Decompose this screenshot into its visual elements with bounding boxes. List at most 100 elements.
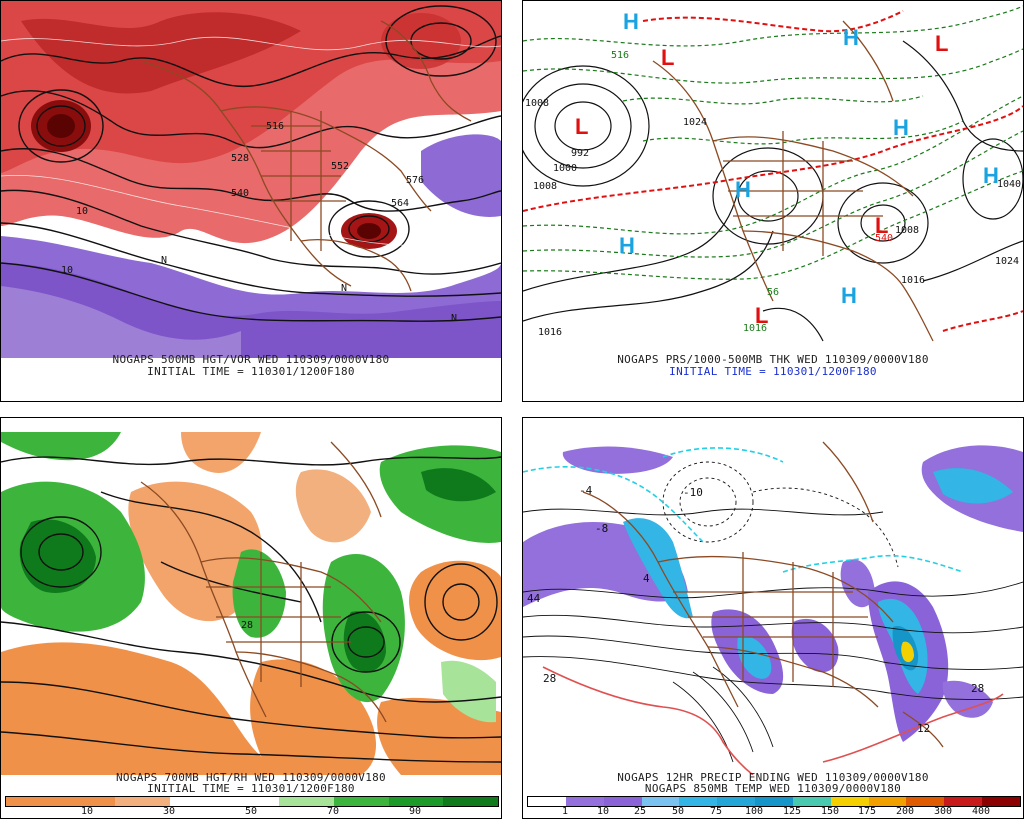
colorbar-swatch xyxy=(906,797,945,806)
colorbar-tick: 200 xyxy=(895,806,915,817)
temp-label: 28 xyxy=(971,682,984,695)
panel-700mb-hgt-rh: 28 NOGAPS 700MB HGT/RH WED 110309/0000V1… xyxy=(0,417,502,819)
panel-title: NOGAPS PRS/1000-500MB THK WED 110309/000… xyxy=(617,353,929,366)
colorbar-tick: 100 xyxy=(744,806,764,817)
isobar-label: 1008 xyxy=(533,181,557,192)
colorbar-swatch xyxy=(170,797,225,806)
panel-title: NOGAPS 700MB HGT/RH WED 110309/0000V180 xyxy=(116,771,386,784)
contour-label: 10 xyxy=(61,265,73,276)
isobar-label: 1024 xyxy=(683,117,707,128)
colorbar-tick: 1 xyxy=(561,806,569,817)
contour-label: 10 xyxy=(76,206,88,217)
vorticity-min-label: N xyxy=(161,255,167,266)
colorbar-swatch xyxy=(388,797,444,806)
contour-label: 552 xyxy=(331,161,349,172)
temp-label: -10 xyxy=(683,486,703,499)
vorticity-min-label: N xyxy=(451,313,457,324)
isobar-label: 1008 xyxy=(895,225,919,236)
panel-title: NOGAPS 12HR PRECIP ENDING WED 110309/000… xyxy=(617,771,929,784)
panel-500mb-hgt-vor: 552 540 528 564 516 10 10 N N N 576 NOGA… xyxy=(0,0,502,402)
colorbar-tick: 150 xyxy=(820,806,840,817)
low-pressure-symbol: L xyxy=(935,31,948,56)
colorbar-tick: 400 xyxy=(971,806,991,817)
high-pressure-symbol: H xyxy=(735,177,751,202)
colorbar-swatch xyxy=(792,797,831,806)
colorbar-swatch xyxy=(830,797,869,806)
panel-prs-thk: L L L L L H H H H H H H 992 1000 1008 10… xyxy=(522,0,1024,402)
isobar-label: 1000 xyxy=(553,163,577,174)
isobar-label: 1040 xyxy=(997,179,1021,190)
colorbar-tick: 125 xyxy=(782,806,802,817)
temp-label: 4 xyxy=(643,572,650,585)
colorbar-swatch xyxy=(679,797,718,806)
colorbar-tick: 30 xyxy=(162,806,176,817)
colorbar-swatch xyxy=(868,797,907,806)
contour-label: 516 xyxy=(266,121,284,132)
colorbar-tick: 25 xyxy=(633,806,647,817)
panel-init-time: INITIAL TIME = 110301/1200F180 xyxy=(147,365,355,378)
panel-title: NOGAPS 500MB HGT/VOR WED 110309/0000V180 xyxy=(112,353,390,366)
precip-colorbar xyxy=(527,796,1021,807)
contour-label: 528 xyxy=(231,153,249,164)
colorbar-tick: 75 xyxy=(709,806,723,817)
rh-colorbar xyxy=(5,796,499,807)
isobar-label: 1016 xyxy=(743,323,767,334)
contour-label: 540 xyxy=(231,188,249,199)
isobar-label: 1008 xyxy=(525,98,549,109)
colorbar-swatch xyxy=(6,797,61,806)
colorbar-swatch xyxy=(755,797,793,806)
panel-init-time: INITIAL TIME = 110301/1200F180 xyxy=(147,782,355,795)
colorbar-tick: 50 xyxy=(671,806,685,817)
vorticity-min-label: N xyxy=(341,283,347,294)
low-pressure-symbol: L xyxy=(755,303,768,328)
isobar-label: 992 xyxy=(571,148,589,159)
colorbar-tick: 300 xyxy=(933,806,953,817)
colorbar-swatch xyxy=(982,797,1020,806)
panel-precip-850temp: 28 44 12 -10 -4 -8 4 28 NOGAPS 12HR PREC… xyxy=(522,417,1024,819)
colorbar-swatch xyxy=(944,797,983,806)
colorbar-swatch xyxy=(641,797,680,806)
thickness-label: 540 xyxy=(875,233,893,244)
colorbar-swatch xyxy=(528,797,566,806)
map-pressure-thickness: L L L L L H H H H H H H 992 1000 1008 10… xyxy=(523,1,1023,358)
colorbar-swatch xyxy=(279,797,335,806)
high-pressure-symbol: H xyxy=(983,163,999,188)
high-pressure-symbol: H xyxy=(843,25,859,50)
colorbar-swatch xyxy=(224,797,280,806)
high-pressure-symbol: H xyxy=(893,115,909,140)
isobar-label: 1024 xyxy=(995,256,1019,267)
colorbar-swatch xyxy=(603,797,642,806)
colorbar-tick: 50 xyxy=(244,806,258,817)
isobar-label: 1016 xyxy=(538,327,562,338)
panel-subtitle: NOGAPS 850MB TEMP WED 110309/0000V180 xyxy=(644,782,902,795)
map-500mb-vorticity: 552 540 528 564 516 10 10 N N N 576 xyxy=(1,1,501,358)
map-precip-850mb-temp: 28 44 12 -10 -4 -8 4 28 xyxy=(523,432,1023,775)
contour-label: 28 xyxy=(241,620,253,631)
temp-label: -8 xyxy=(595,522,608,535)
panel-init-time: INITIAL TIME = 110301/1200F180 xyxy=(669,365,877,378)
temp-label: -4 xyxy=(579,484,593,497)
isobar-label: 1016 xyxy=(901,275,925,286)
colorbar-tick: 175 xyxy=(857,806,877,817)
low-pressure-symbol: L xyxy=(575,114,588,139)
temp-label: 44 xyxy=(527,592,541,605)
precip-colorbar-ticks: 1 10 25 50 75 100 125 150 175 200 300 400 xyxy=(527,806,1019,818)
colorbar-tick: 70 xyxy=(326,806,340,817)
colorbar-swatch xyxy=(115,797,171,806)
thickness-label: 56 xyxy=(767,287,779,298)
contour-label: 576 xyxy=(406,175,424,186)
colorbar-swatch xyxy=(60,797,116,806)
colorbar-tick: 90 xyxy=(408,806,422,817)
contour-label: 564 xyxy=(391,198,409,209)
temp-label: 28 xyxy=(543,672,556,685)
low-pressure-symbol: L xyxy=(661,45,674,70)
temp-label: 12 xyxy=(917,722,930,735)
colorbar-swatch xyxy=(565,797,604,806)
thickness-label: 516 xyxy=(611,50,629,61)
dry-air-region xyxy=(1,642,301,775)
colorbar-tick: 10 xyxy=(596,806,610,817)
high-pressure-symbol: H xyxy=(619,233,635,258)
colorbar-swatch xyxy=(443,797,499,806)
colorbar-swatch xyxy=(717,797,756,806)
rh-colorbar-ticks: 10 30 50 70 90 xyxy=(5,806,497,818)
